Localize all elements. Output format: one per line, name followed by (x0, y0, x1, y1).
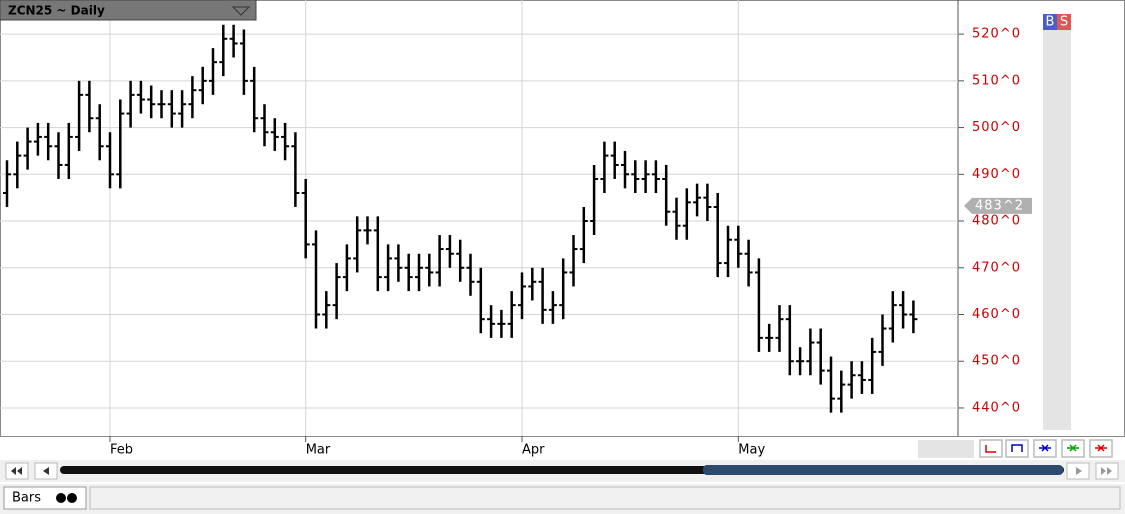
title-box[interactable] (0, 0, 257, 21)
status-field (89, 486, 1121, 510)
chart-style-label: Bars (12, 491, 41, 506)
tool-icon (985, 445, 996, 453)
corner-box (918, 440, 974, 458)
toolbar (979, 439, 1113, 458)
tool-icon (1067, 444, 1079, 452)
icon (1076, 467, 1082, 475)
scroll-thumb[interactable] (703, 465, 1063, 475)
y-tick-label: 520^0 (972, 27, 1021, 42)
tool-button[interactable] (979, 439, 1003, 458)
icon (43, 467, 49, 475)
buy-label: B (1046, 15, 1055, 30)
icon (11, 467, 22, 475)
dropdown-arrow[interactable] (231, 6, 251, 16)
tool-icon (1039, 444, 1051, 452)
chart-title: ZCN25 ~ Daily (8, 4, 105, 18)
sell-button[interactable] (1057, 14, 1071, 30)
tool-icon (1011, 444, 1023, 452)
plot-area (0, 0, 958, 436)
y-tick-label: 500^0 (972, 120, 1021, 135)
y-tick-label: 480^0 (972, 214, 1021, 229)
x-tick-label: May (738, 443, 765, 458)
icon (1101, 467, 1112, 475)
y-tick-label: 470^0 (972, 260, 1021, 275)
y-tick-label: 440^0 (972, 400, 1021, 415)
style-selector[interactable] (3, 486, 87, 510)
last-price-pointer (964, 197, 1032, 214)
tool-icon (1095, 444, 1107, 452)
side-panel (1043, 30, 1071, 430)
sell-label: S (1060, 15, 1068, 30)
y-tick-label: 450^0 (972, 354, 1021, 369)
y-tick-label: 510^0 (972, 73, 1021, 88)
last-price-label: 483^2 (975, 198, 1024, 213)
x-tick-label: Apr (522, 443, 545, 458)
x-tick-label: Feb (110, 443, 133, 458)
y-tick-label: 490^0 (972, 167, 1021, 182)
buy-button[interactable] (1043, 14, 1057, 30)
icon (56, 493, 66, 503)
x-tick-label: Mar (306, 443, 331, 458)
y-tick-label: 460^0 (972, 307, 1021, 322)
icon (67, 493, 77, 503)
tool-button[interactable] (1005, 439, 1029, 458)
